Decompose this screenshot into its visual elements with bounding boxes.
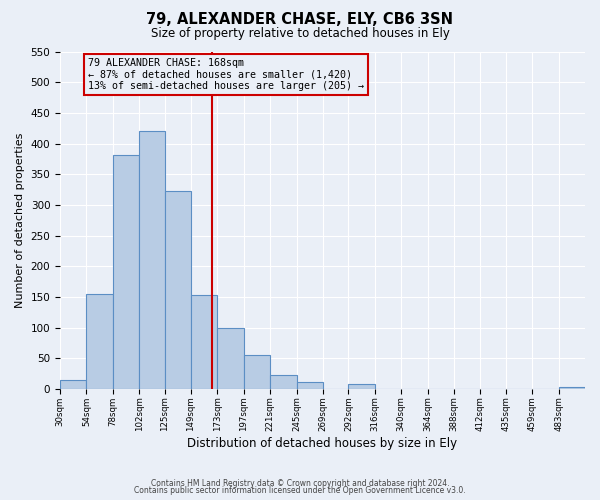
Bar bbox=[296, 382, 323, 389]
Text: 79, ALEXANDER CHASE, ELY, CB6 3SN: 79, ALEXANDER CHASE, ELY, CB6 3SN bbox=[146, 12, 454, 28]
Bar bbox=[559, 387, 585, 389]
Text: Size of property relative to detached houses in Ely: Size of property relative to detached ho… bbox=[151, 28, 449, 40]
Bar bbox=[191, 295, 217, 389]
Text: Contains HM Land Registry data © Crown copyright and database right 2024.: Contains HM Land Registry data © Crown c… bbox=[151, 478, 449, 488]
X-axis label: Distribution of detached houses by size in Ely: Distribution of detached houses by size … bbox=[187, 437, 458, 450]
Bar bbox=[60, 380, 86, 389]
Bar bbox=[270, 376, 296, 389]
Bar bbox=[349, 384, 375, 389]
Bar bbox=[244, 355, 270, 389]
Bar bbox=[217, 328, 244, 389]
Bar bbox=[164, 191, 191, 389]
Text: Contains public sector information licensed under the Open Government Licence v3: Contains public sector information licen… bbox=[134, 486, 466, 495]
Bar bbox=[113, 154, 139, 389]
Y-axis label: Number of detached properties: Number of detached properties bbox=[15, 132, 25, 308]
Text: 79 ALEXANDER CHASE: 168sqm
← 87% of detached houses are smaller (1,420)
13% of s: 79 ALEXANDER CHASE: 168sqm ← 87% of deta… bbox=[88, 58, 364, 91]
Bar bbox=[139, 132, 164, 389]
Bar bbox=[86, 294, 113, 389]
